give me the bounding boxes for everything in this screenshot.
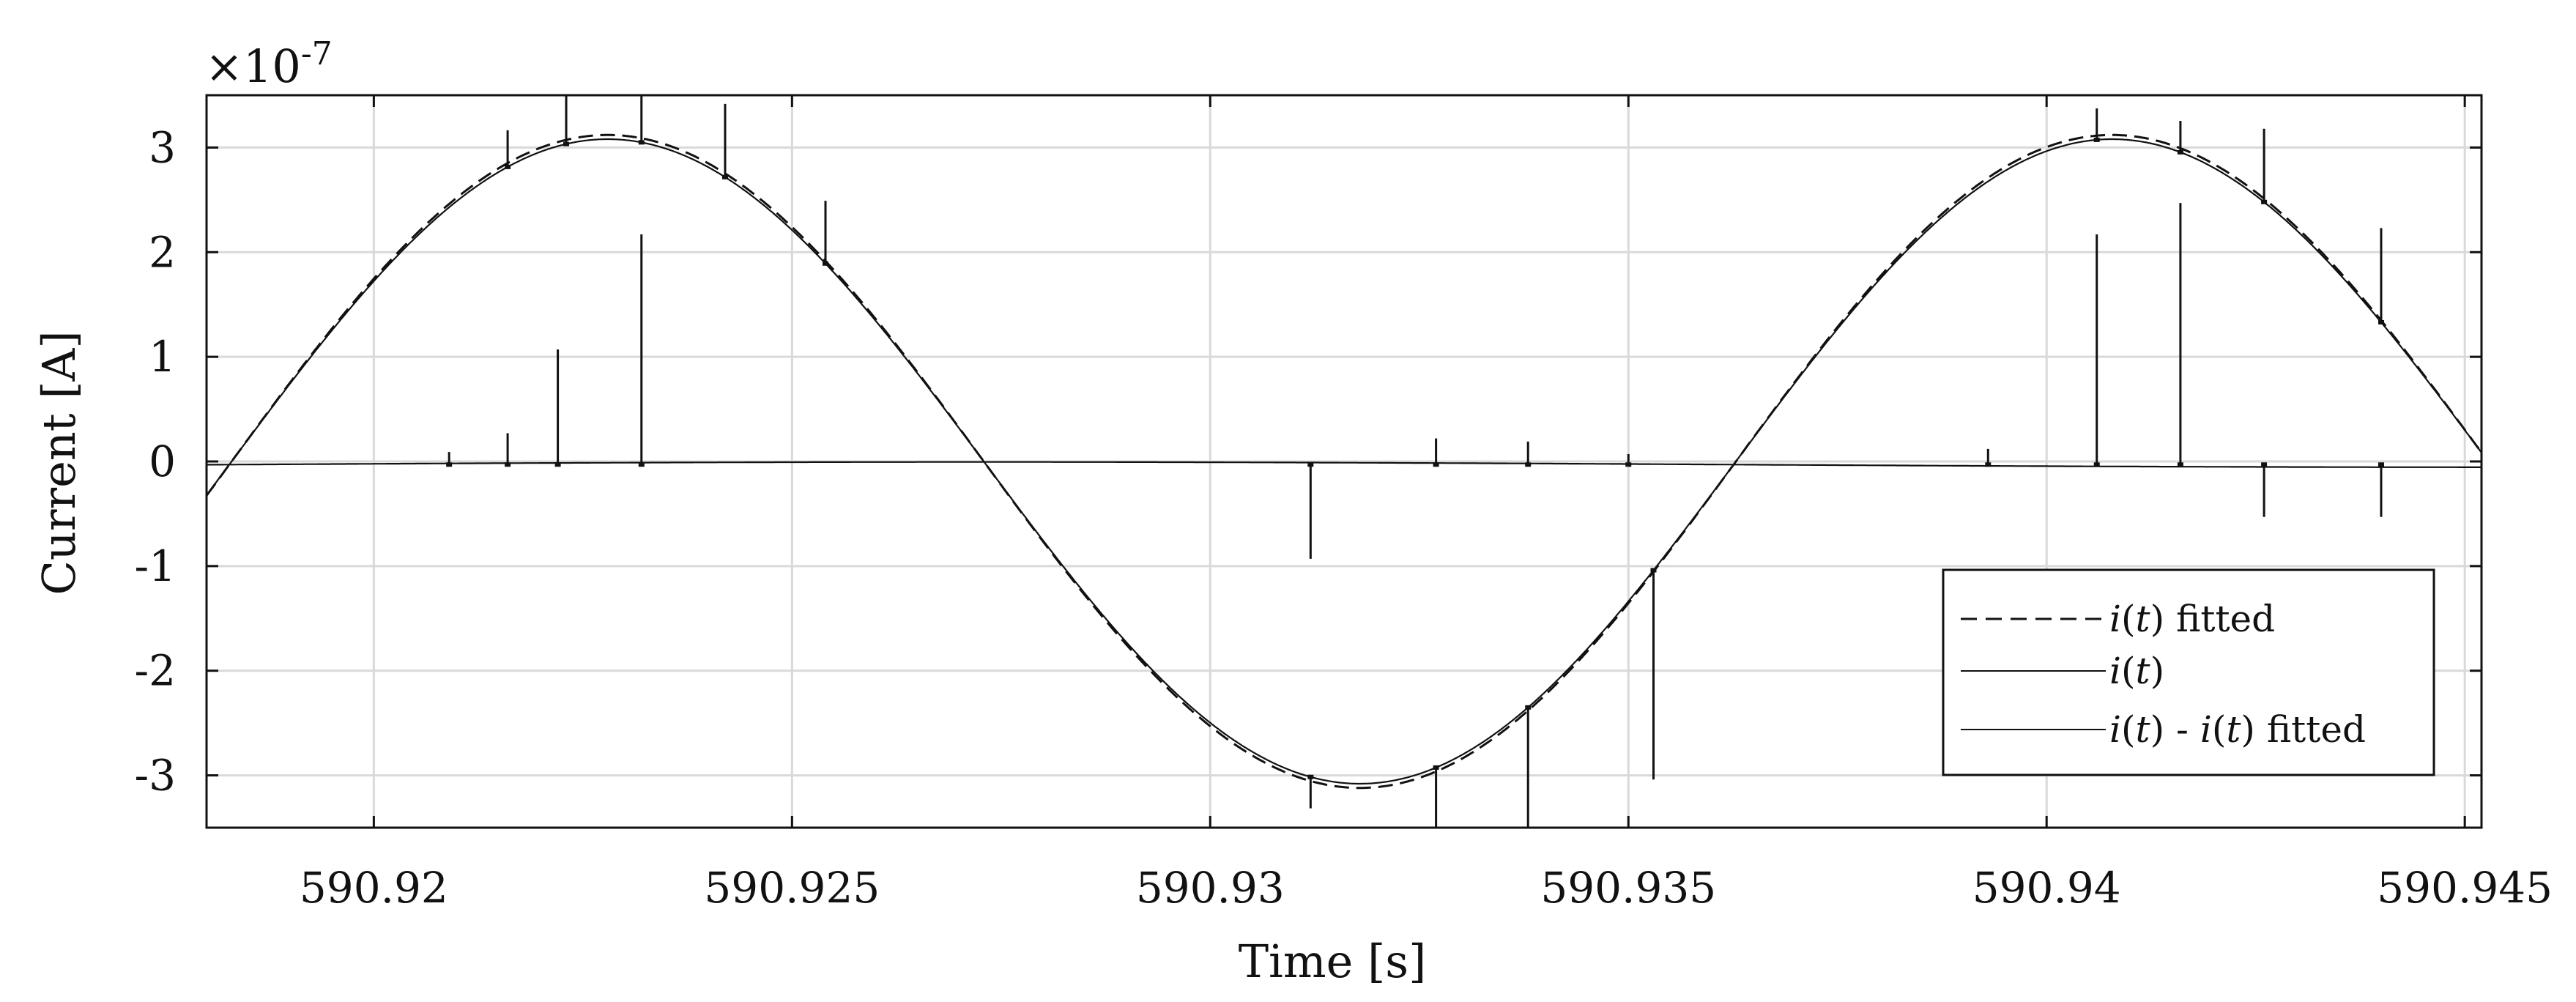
y-tick-label: -3 — [135, 751, 177, 801]
legend: i(t) fitted i(t) i(t) - i(t) fitted — [1942, 568, 2435, 776]
y-tick-label: -2 — [135, 646, 177, 696]
series-line-0 — [207, 133, 2482, 790]
x-tick-label: 590.935 — [1540, 863, 1716, 913]
x-tick-label: 590.93 — [1136, 863, 1285, 913]
y-tick-label: -1 — [135, 541, 177, 591]
y-axis-title: Current [A] — [32, 330, 86, 595]
series-line-1 — [207, 138, 2482, 785]
legend-label-fitted: i(t) fitted — [2109, 598, 2275, 640]
x-tick-label: 590.945 — [2377, 863, 2553, 913]
x-tick-label: 590.92 — [300, 863, 448, 913]
legend-box — [1942, 568, 2435, 776]
y-tick-label: 1 — [149, 332, 176, 382]
x-tick-label: 590.94 — [1972, 863, 2121, 913]
y-tick-label: 3 — [149, 122, 176, 172]
legend-label-residual: i(t) - i(t) fitted — [2109, 708, 2366, 751]
x-axis-title: Time [s] — [1239, 935, 1427, 988]
y-multiplier-base: ×10 — [205, 40, 301, 93]
x-tick-label: 590.925 — [704, 863, 880, 913]
legend-label-measured: i(t) — [2109, 650, 2164, 692]
y-multiplier: ×10-7 — [205, 35, 333, 93]
series-layer — [207, 95, 2482, 828]
y-tick-label: 2 — [149, 227, 176, 277]
ticks: 590.92 590.925 590.93 590.935 590.94 590.945 3… — [135, 95, 2553, 913]
series-group — [207, 95, 2482, 828]
y-tick-label: 0 — [149, 437, 176, 486]
series-line-2 — [207, 461, 2482, 468]
y-multiplier-exp: -7 — [301, 35, 333, 73]
